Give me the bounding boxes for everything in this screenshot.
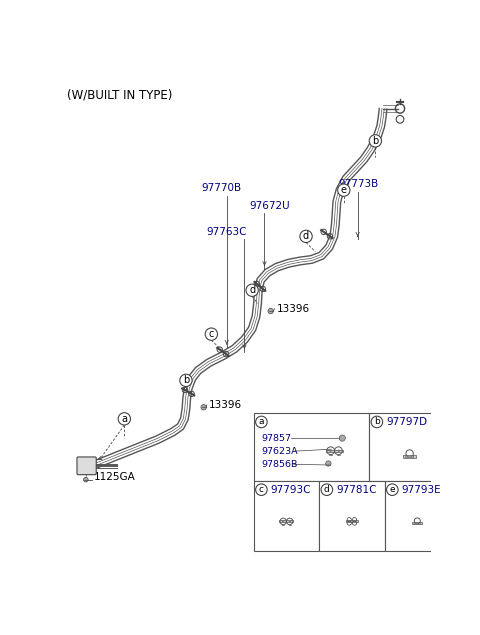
Circle shape bbox=[256, 484, 267, 495]
Circle shape bbox=[282, 521, 284, 522]
Circle shape bbox=[321, 484, 333, 495]
Text: b: b bbox=[374, 417, 380, 427]
Text: 97773B: 97773B bbox=[338, 180, 379, 189]
Circle shape bbox=[386, 484, 398, 495]
Circle shape bbox=[180, 374, 192, 387]
Text: 97770B: 97770B bbox=[201, 184, 241, 193]
Circle shape bbox=[330, 450, 331, 451]
Text: 97797D: 97797D bbox=[386, 417, 427, 427]
Circle shape bbox=[256, 416, 267, 428]
Text: 97672U: 97672U bbox=[249, 201, 290, 211]
Circle shape bbox=[414, 523, 416, 525]
Text: 97781C: 97781C bbox=[336, 485, 377, 495]
Circle shape bbox=[201, 404, 206, 410]
Text: 13396: 13396 bbox=[209, 400, 242, 410]
Circle shape bbox=[419, 523, 421, 525]
Bar bbox=[369, 413, 450, 481]
Bar bbox=[254, 481, 319, 551]
Text: a: a bbox=[259, 417, 264, 427]
Circle shape bbox=[84, 478, 88, 482]
FancyBboxPatch shape bbox=[77, 457, 96, 475]
Circle shape bbox=[371, 416, 383, 428]
Text: c: c bbox=[209, 329, 214, 339]
Bar bbox=[319, 481, 384, 551]
Text: d: d bbox=[249, 285, 255, 295]
Bar bbox=[254, 413, 369, 481]
Circle shape bbox=[205, 328, 217, 340]
Circle shape bbox=[339, 435, 345, 441]
Text: (W/BUILT IN TYPE): (W/BUILT IN TYPE) bbox=[67, 88, 173, 102]
Circle shape bbox=[406, 456, 408, 458]
Bar bbox=[412, 523, 422, 525]
Circle shape bbox=[369, 135, 382, 147]
Text: 97857: 97857 bbox=[262, 434, 291, 443]
Text: c: c bbox=[259, 485, 264, 494]
Bar bbox=[346, 521, 358, 523]
Text: a: a bbox=[121, 414, 127, 424]
Circle shape bbox=[268, 309, 273, 314]
Text: 97793C: 97793C bbox=[271, 485, 311, 495]
Circle shape bbox=[337, 184, 350, 196]
Text: e: e bbox=[341, 185, 347, 195]
Bar bbox=[279, 521, 293, 523]
Circle shape bbox=[338, 450, 339, 451]
Text: 97793E: 97793E bbox=[402, 485, 441, 495]
Text: 97623A: 97623A bbox=[262, 446, 298, 456]
Circle shape bbox=[326, 461, 331, 466]
Text: b: b bbox=[372, 136, 379, 146]
Circle shape bbox=[411, 456, 414, 458]
Text: d: d bbox=[303, 231, 309, 241]
Circle shape bbox=[246, 284, 258, 297]
Text: d: d bbox=[324, 485, 330, 494]
Text: 1125GA: 1125GA bbox=[94, 472, 135, 481]
Text: e: e bbox=[389, 485, 395, 494]
Bar bbox=[326, 450, 343, 452]
Circle shape bbox=[300, 231, 312, 243]
Text: 13396: 13396 bbox=[277, 304, 310, 314]
Bar bbox=[384, 481, 450, 551]
Text: 97763C: 97763C bbox=[206, 227, 246, 237]
Text: b: b bbox=[183, 375, 189, 385]
Circle shape bbox=[118, 413, 131, 425]
Bar bbox=[404, 455, 416, 458]
Text: 97856B: 97856B bbox=[262, 460, 298, 469]
Circle shape bbox=[289, 521, 290, 522]
